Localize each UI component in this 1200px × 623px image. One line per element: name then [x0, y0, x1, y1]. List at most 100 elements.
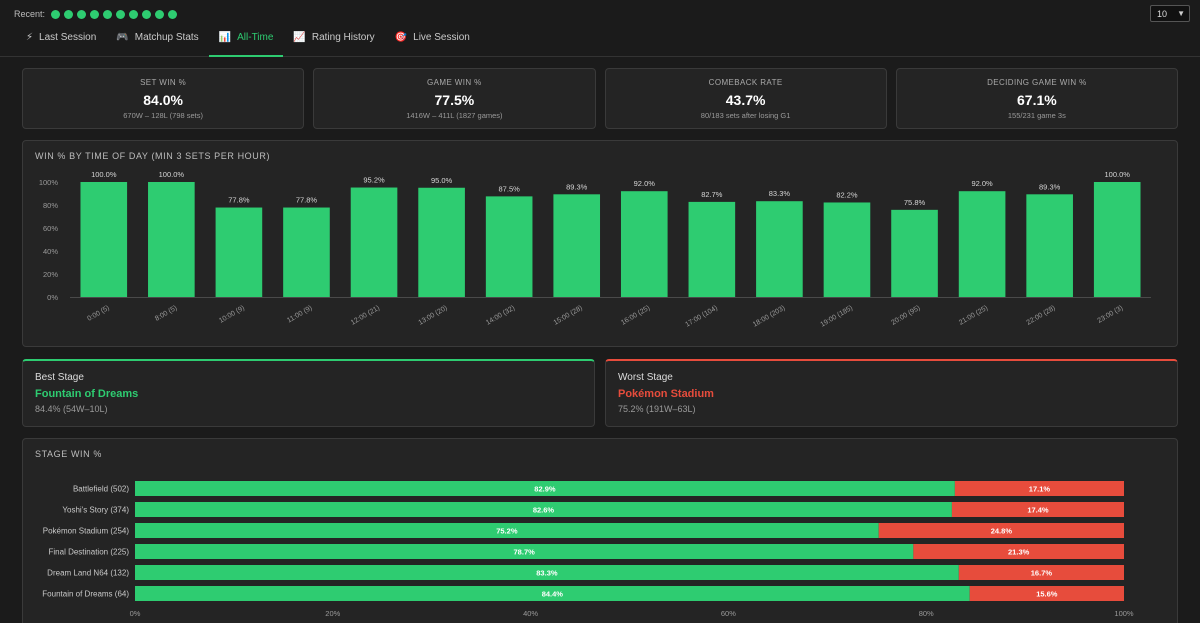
x-tick-label: 15:00 (28) — [553, 305, 584, 327]
bar-data-label: 82.7% — [701, 190, 723, 199]
bar-data-label: 89.3% — [566, 182, 588, 191]
chevron-down-icon: ▼ — [1177, 9, 1185, 18]
loss-bar-label: 24.8% — [991, 527, 1013, 536]
time-of-day-chart-title: WIN % BY TIME OF DAY (MIN 3 SETS PER HOU… — [35, 151, 271, 161]
trend-icon: 📈 — [293, 32, 306, 43]
kpi-card: COMEBACK RATE 43.7% 80/183 sets after losi… — [604, 68, 887, 129]
win-bar-label: 84.4% — [542, 590, 564, 599]
bar-data-label: 89.3% — [1039, 182, 1061, 191]
recent-count-select[interactable]: 10 ▼ — [1150, 5, 1190, 22]
bar — [350, 187, 398, 297]
bar — [215, 207, 263, 297]
tab-rating-history[interactable]: 📈 Rating History — [283, 27, 384, 56]
loss-bar — [951, 502, 1124, 517]
kpi-label: GAME WIN % — [427, 78, 482, 87]
worst-stage-detail: 75.2% (191W–63L) — [618, 404, 696, 414]
bar — [283, 207, 330, 297]
kpi-label: SET WIN % — [140, 78, 187, 87]
worst-stage-label: Worst Stage — [618, 372, 673, 383]
x-tick-label: 40% — [523, 609, 538, 618]
x-tick-label: 11:00 (9) — [286, 305, 313, 325]
gamepad-icon: 🎮 — [116, 32, 129, 43]
loss-bar — [954, 481, 1124, 496]
best-stage-name: Fountain of Dreams — [35, 388, 139, 400]
win-bar-label: 75.2% — [496, 527, 518, 536]
bar-data-label: 87.5% — [499, 184, 521, 193]
win-bar — [135, 481, 955, 496]
y-tick-label: 60% — [43, 224, 58, 233]
y-tick-label: 20% — [43, 270, 58, 279]
best-stage-detail: 84.4% (54W–10L) — [35, 404, 108, 414]
tab-matchup-stats[interactable]: 🎮 Matchup Stats — [106, 27, 208, 56]
loss-bar — [878, 523, 1124, 538]
tab-label: Rating History — [311, 32, 375, 43]
bar — [418, 187, 465, 297]
x-tick-label: 0:00 (5) — [86, 305, 110, 323]
recent-result-dot — [90, 9, 100, 19]
x-tick-label: 17:00 (104) — [684, 305, 719, 329]
kpi-card: GAME WIN % 77.5% 1416W – 411L (1827 games) — [313, 68, 596, 129]
recent-result-dot — [103, 9, 113, 19]
worst-stage-card: Worst Stage Pokémon Stadium 75.2% (191W–… — [605, 359, 1178, 427]
main-content: SET WIN % 84.0% 670W – 128L (798 sets) GAME… — [0, 57, 1200, 623]
stage-label: Yoshi's Story (374) — [62, 506, 129, 515]
time-of-day-chart: 0% 20% 40% 60% 80% 100% 100.0% 0:00 (5) 100.0% 8:… — [39, 170, 1151, 329]
bar — [958, 191, 1006, 297]
bar-data-label: 83.3% — [769, 189, 791, 198]
win-bar — [135, 565, 959, 580]
x-tick-label: 21:00 (25) — [958, 305, 989, 327]
loss-bar-label: 16.7% — [1031, 569, 1053, 578]
tab-all-time[interactable]: 📊 All-Time — [208, 27, 284, 57]
recent-result-dot — [142, 9, 152, 19]
kpi-value: 84.0% — [143, 92, 183, 108]
bar — [1026, 194, 1073, 297]
win-bar — [135, 523, 879, 538]
y-tick-label: 40% — [43, 247, 58, 256]
tab-last-session[interactable]: ⚡ Last Session — [16, 27, 106, 56]
x-tick-label: 20:00 (95) — [890, 305, 921, 327]
best-stage-card: Best Stage Fountain of Dreams 84.4% (54W… — [22, 359, 595, 427]
recent-results-dots — [51, 9, 178, 19]
stage-win-chart: Battlefield (502) 82.9% 17.1% Yoshi's Story… — [42, 481, 1134, 618]
recent-count-value: 10 — [1157, 8, 1168, 19]
win-bar — [135, 502, 952, 517]
kpi-sub: 155/231 game 3s — [1007, 111, 1066, 120]
loss-bar — [958, 565, 1124, 580]
bar-data-label: 77.8% — [228, 196, 250, 205]
win-bar-label: 78.7% — [514, 548, 536, 557]
kpi-card: DECIDING GAME WIN % 67.1% 155/231 game 3s — [895, 68, 1178, 129]
bar — [1093, 182, 1141, 297]
recent-result-dot — [129, 9, 139, 19]
bar-data-label: 95.2% — [363, 176, 385, 185]
bar — [485, 196, 533, 297]
x-tick-label: 23:00 (3) — [1096, 305, 1124, 325]
tab-label: Last Session — [39, 32, 97, 43]
bar-data-label: 95.0% — [431, 176, 453, 185]
x-tick-label: 19:00 (185) — [819, 305, 854, 329]
bar-data-label: 92.0% — [971, 179, 993, 188]
x-tick-label: 14:00 (32) — [485, 305, 516, 327]
recent-result-dot — [116, 9, 126, 19]
stage-win-chart-title: STAGE WIN % — [35, 449, 102, 459]
tab-bar: ⚡ Last Session 🎮 Matchup Stats 📊 All-Time 📈 Rat… — [0, 28, 1200, 57]
kpi-value: 77.5% — [434, 92, 475, 108]
kpi-sub: 670W – 128L (798 sets) — [123, 111, 204, 120]
x-tick-label: 8:00 (5) — [154, 305, 178, 323]
stage-win-chart-panel: STAGE WIN % Battlefield (502) 82.9% 17.1% Y… — [22, 438, 1178, 623]
chart-icon: 📊 — [218, 32, 232, 43]
time-of-day-chart-panel: WIN % BY TIME OF DAY (MIN 3 SETS PER HOU… — [22, 140, 1178, 347]
worst-stage-name: Pokémon Stadium — [618, 388, 714, 400]
stage-cards: Best Stage Fountain of Dreams 84.4% (54W… — [22, 359, 1178, 427]
stage-label: Battlefield (502) — [73, 485, 129, 494]
loss-bar-label: 17.4% — [1027, 506, 1049, 515]
y-tick-label: 0% — [47, 293, 58, 302]
tab-live-session[interactable]: 🎯 Live Session — [385, 27, 480, 56]
bar-data-label: 77.8% — [296, 196, 318, 205]
loss-bar-label: 17.1% — [1029, 485, 1051, 494]
stage-label: Fountain of Dreams (64) — [42, 590, 129, 599]
kpi-label: COMEBACK RATE — [708, 78, 783, 87]
x-tick-label: 13:00 (20) — [417, 305, 448, 327]
tab-label: Matchup Stats — [134, 32, 199, 43]
win-bar-label: 83.3% — [536, 569, 558, 578]
recent-result-dot — [168, 9, 178, 19]
